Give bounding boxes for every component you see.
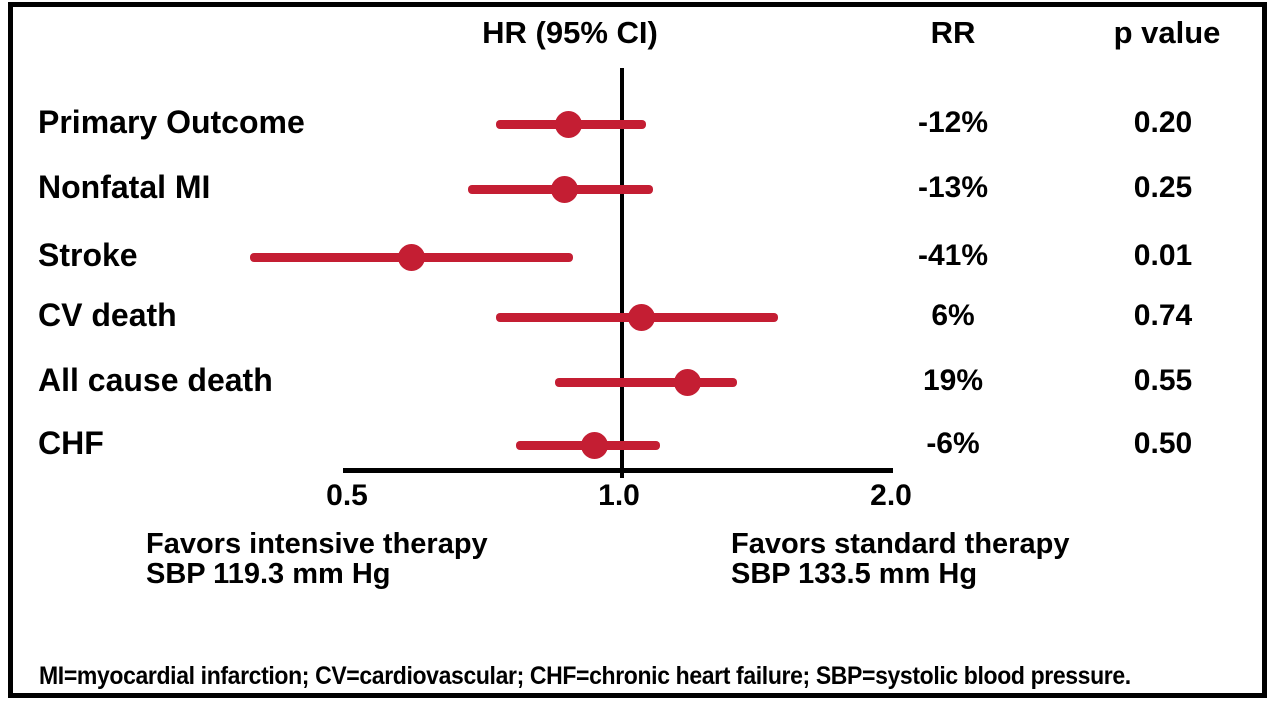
confidence-interval-bar — [555, 377, 737, 387]
hazard-ratio-point-marker — [581, 431, 609, 459]
favors-intensive-line1: Favors intensive therapy — [146, 528, 488, 560]
favors-intensive-line2: SBP 119.3 mm Hg — [146, 558, 391, 590]
rr-value: -12% — [917, 106, 989, 139]
p-value: 0.55 — [1133, 364, 1193, 397]
x-axis-tick-label: 2.0 — [870, 479, 912, 512]
rr-value: -13% — [917, 171, 989, 204]
favors-standard-line1: Favors standard therapy — [731, 528, 1070, 560]
rr-value: 6% — [931, 299, 975, 332]
rr-value: -6% — [926, 427, 980, 460]
x-axis-line — [343, 468, 893, 473]
outcome-row-label: Stroke — [38, 237, 138, 273]
favors-standard-line2: SBP 133.5 mm Hg — [731, 558, 978, 590]
x-axis-tick-label: 1.0 — [598, 479, 640, 512]
hr-ci-column-header: HR (95% CI) — [482, 15, 658, 50]
rr-value: 19% — [922, 364, 984, 397]
rr-column-header: RR — [930, 15, 976, 50]
p-value: 0.01 — [1133, 239, 1193, 272]
rr-value: -41% — [917, 239, 989, 272]
p-value: 0.50 — [1133, 427, 1193, 460]
hazard-ratio-point-marker — [673, 368, 701, 396]
p-value: 0.25 — [1133, 171, 1193, 204]
p-value-column-header: p value — [1113, 15, 1221, 50]
x-axis-tick-label: 0.5 — [326, 479, 368, 512]
hazard-ratio-point-marker — [555, 110, 583, 138]
outcome-row-label: Primary Outcome — [38, 104, 305, 140]
outcome-row-label: All cause death — [38, 362, 273, 398]
favors-intensive-label: Favors intensive therapy SBP 119.3 mm Hg — [146, 529, 488, 589]
hazard-ratio-point-marker — [398, 243, 426, 271]
hazard-ratio-point-marker — [550, 175, 578, 203]
outcome-row-label: CV death — [38, 297, 177, 333]
p-value: 0.20 — [1133, 106, 1193, 139]
favors-standard-label: Favors standard therapy SBP 133.5 mm Hg — [731, 529, 1069, 589]
hazard-ratio-point-marker — [628, 303, 656, 331]
outcome-row-label: Nonfatal MI — [38, 169, 211, 205]
figure-frame: HR (95% CI) RR p value Primary Outcome -1… — [8, 2, 1267, 698]
p-value: 0.74 — [1133, 299, 1193, 332]
outcome-row-label: CHF — [38, 425, 104, 461]
reference-line-hr-1 — [620, 68, 624, 478]
abbreviations-footnote: MI=myocardial infarction; CV=cardiovascu… — [39, 662, 1131, 690]
